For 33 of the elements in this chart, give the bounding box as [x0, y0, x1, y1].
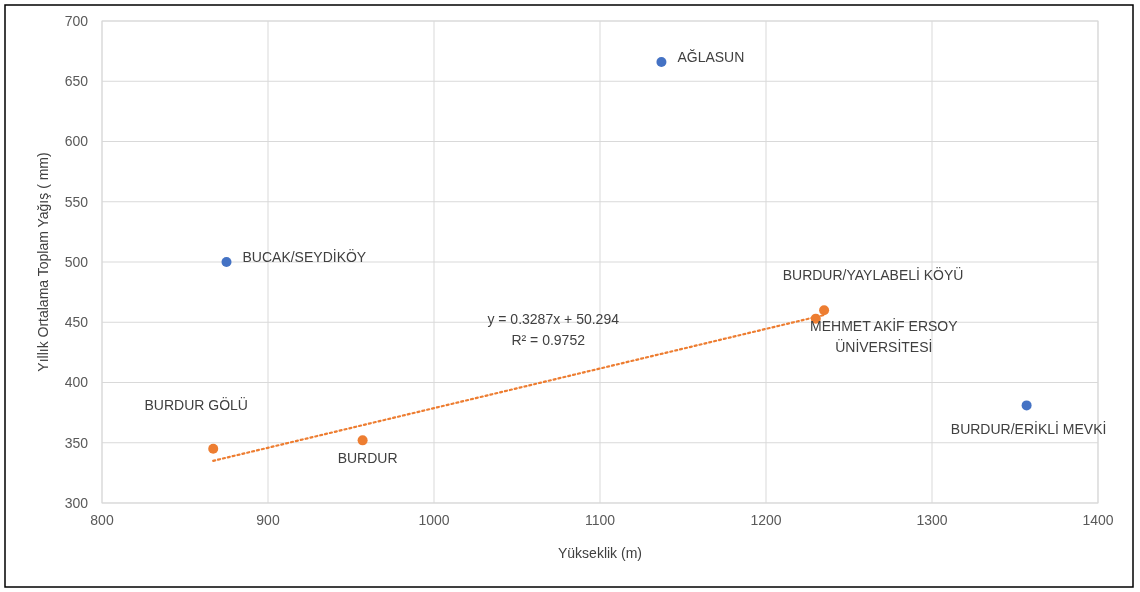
x-tick-label: 1400 — [1082, 512, 1114, 528]
x-tick-label: 1100 — [584, 512, 616, 528]
annotation: BURDUR/YAYLABELİ KÖYÜ — [782, 266, 964, 284]
point — [208, 443, 219, 454]
y-tick-label: 650 — [64, 73, 89, 90]
x-tick-label: 900 — [256, 512, 280, 528]
y-axis-title: Yıllık Ortalama Toplam Yağış ( mm) — [35, 152, 51, 372]
y-tick-label: 600 — [64, 133, 89, 150]
point — [819, 305, 830, 316]
x-tick-label: 1200 — [750, 512, 782, 528]
y-tick-label: 300 — [64, 494, 89, 511]
y-tick-label: 550 — [64, 193, 89, 210]
annotation: y = 0.3287x + 50.294 — [487, 310, 620, 327]
y-tick-label: 450 — [64, 314, 89, 331]
point — [656, 56, 667, 67]
annotation: BURDUR — [337, 450, 398, 467]
y-tick-label: 700 — [64, 12, 89, 29]
annotation: BUCAK/SEYDİKÖY — [242, 248, 367, 265]
annotation: BURDUR GÖLÜ — [144, 395, 248, 413]
annotation: MEHMET AKİF ERSOY ÜNİVERSİTESİ — [810, 316, 959, 355]
point — [357, 435, 368, 446]
annotation: R² = 0.9752 — [511, 332, 586, 349]
x-tick-label: 800 — [90, 512, 114, 528]
x-tick-label: 1300 — [916, 512, 948, 528]
annotation: BURDUR/ERİKLİ MEVKİ — [950, 420, 1107, 438]
y-tick-label: 350 — [64, 434, 89, 451]
point — [221, 257, 232, 267]
x-axis-title: Yükseklik (m) — [557, 545, 643, 561]
annotation: AĞLASUN — [677, 48, 745, 65]
x-tick-label: 1000 — [418, 512, 450, 528]
point — [1021, 400, 1032, 411]
y-tick-label: 500 — [64, 253, 89, 270]
y-tick-label: 400 — [64, 374, 89, 391]
